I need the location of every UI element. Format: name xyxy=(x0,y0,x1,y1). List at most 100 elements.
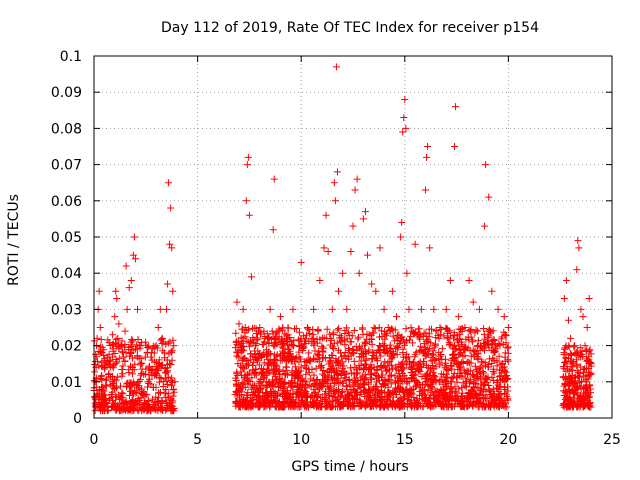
data-point xyxy=(377,352,385,360)
data-point xyxy=(264,359,272,367)
data-point xyxy=(470,380,478,388)
data-point xyxy=(330,374,338,382)
data-point xyxy=(116,395,124,403)
data-point xyxy=(362,339,370,347)
data-point xyxy=(131,398,139,406)
data-point xyxy=(275,383,283,391)
data-point xyxy=(98,343,106,351)
data-point xyxy=(299,346,307,354)
data-point xyxy=(166,338,174,346)
data-point xyxy=(446,276,454,284)
data-point xyxy=(270,390,278,398)
grid-lines xyxy=(94,56,612,418)
data-point xyxy=(238,391,246,399)
data-point xyxy=(466,375,474,383)
data-point xyxy=(306,330,314,338)
data-point xyxy=(480,400,488,408)
data-point xyxy=(413,397,421,405)
data-point xyxy=(368,280,376,288)
data-point xyxy=(291,363,299,371)
data-point xyxy=(343,393,351,401)
data-point xyxy=(489,398,497,406)
data-point xyxy=(432,394,440,402)
data-point xyxy=(396,385,404,393)
y-tick-label: 0.08 xyxy=(51,121,82,137)
data-point xyxy=(455,342,463,350)
data-point xyxy=(349,222,357,230)
data-point xyxy=(504,356,512,364)
data-point xyxy=(244,153,252,161)
data-point xyxy=(277,379,285,387)
data-point xyxy=(391,372,399,380)
data-point xyxy=(156,305,164,313)
data-point xyxy=(574,237,582,245)
data-point xyxy=(119,390,127,398)
data-point xyxy=(289,352,297,360)
data-point xyxy=(437,330,445,338)
data-point xyxy=(355,361,363,369)
data-point xyxy=(262,389,270,397)
data-point xyxy=(567,334,575,342)
data-point xyxy=(286,380,294,388)
data-point xyxy=(426,345,434,353)
data-point xyxy=(366,387,374,395)
data-point xyxy=(310,371,318,379)
data-point xyxy=(570,402,578,410)
data-point xyxy=(569,360,577,368)
data-point xyxy=(119,349,127,357)
data-point xyxy=(270,368,278,376)
data-point xyxy=(120,399,128,407)
data-point xyxy=(318,397,326,405)
x-tick-label: 25 xyxy=(603,432,621,448)
y-tick-label: 0 xyxy=(73,411,82,427)
data-point xyxy=(388,352,396,360)
data-point xyxy=(402,325,410,333)
data-point xyxy=(477,387,485,395)
data-point xyxy=(273,328,281,336)
data-point xyxy=(168,346,176,354)
data-point xyxy=(261,335,269,343)
data-point xyxy=(149,405,157,413)
data-point xyxy=(474,375,482,383)
data-point xyxy=(362,364,370,372)
data-point xyxy=(138,406,146,414)
data-point xyxy=(441,389,449,397)
data-point xyxy=(307,392,315,400)
data-point xyxy=(313,335,321,343)
data-point xyxy=(304,402,312,410)
data-point xyxy=(301,340,309,348)
data-point xyxy=(356,390,364,398)
data-point xyxy=(256,392,264,400)
data-point xyxy=(281,355,289,363)
data-point xyxy=(161,365,169,373)
data-point xyxy=(272,363,280,371)
data-point xyxy=(363,330,371,338)
data-point xyxy=(417,305,425,313)
data-point xyxy=(375,324,383,332)
data-point xyxy=(170,385,178,393)
data-point xyxy=(367,335,375,343)
data-point xyxy=(472,389,480,397)
data-point xyxy=(323,325,331,333)
data-point xyxy=(431,340,439,348)
data-point xyxy=(330,339,338,347)
data-point xyxy=(573,349,581,357)
data-point xyxy=(585,393,593,401)
data-point xyxy=(114,391,122,399)
data-point xyxy=(400,394,408,402)
data-point xyxy=(499,360,507,368)
data-point xyxy=(411,400,419,408)
data-point xyxy=(380,345,388,353)
y-tick-label: 0.02 xyxy=(51,339,82,355)
data-point xyxy=(334,287,342,295)
data-point xyxy=(301,393,309,401)
data-point xyxy=(460,366,468,374)
data-point xyxy=(473,342,481,350)
data-point xyxy=(98,385,106,393)
data-point xyxy=(130,233,138,241)
data-point xyxy=(147,353,155,361)
data-point xyxy=(564,316,572,324)
data-point xyxy=(345,402,353,410)
data-point xyxy=(403,337,411,345)
data-point xyxy=(447,385,455,393)
